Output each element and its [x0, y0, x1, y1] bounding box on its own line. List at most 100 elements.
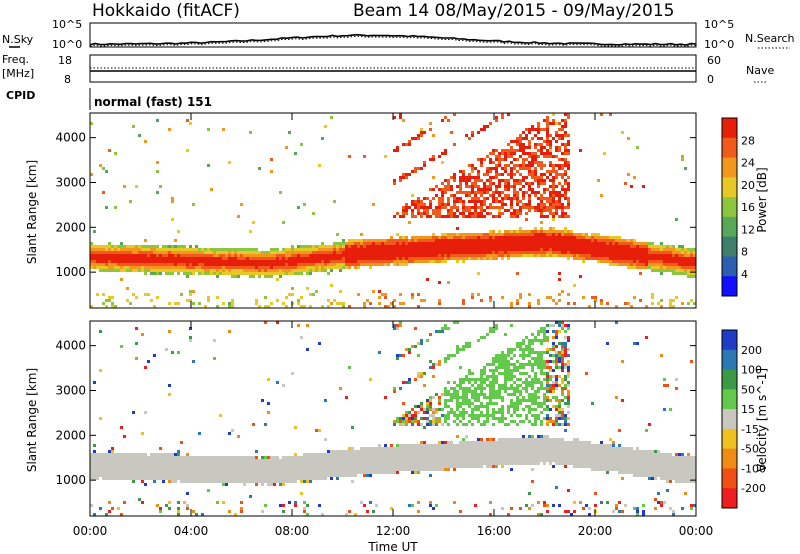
- heatmap-cell: [597, 248, 600, 251]
- heatmap-cell: [450, 393, 453, 396]
- heatmap-cell: [90, 122, 93, 125]
- heatmap-cell: [381, 462, 384, 465]
- heatmap-cell: [513, 381, 516, 384]
- heatmap-cell: [654, 260, 657, 263]
- heatmap-cell: [690, 299, 693, 302]
- heatmap-cell: [522, 176, 525, 179]
- heatmap-cell: [426, 257, 429, 260]
- heatmap-cell: [552, 215, 555, 218]
- heatmap-cell: [207, 266, 210, 269]
- heatmap-cell: [519, 372, 522, 375]
- heatmap-cell: [243, 462, 246, 465]
- heatmap-cell: [180, 441, 183, 444]
- heatmap-cell: [420, 450, 423, 453]
- heatmap-cell: [423, 411, 426, 414]
- heatmap-cell: [174, 471, 177, 474]
- heatmap-cell: [477, 131, 480, 134]
- heatmap-cell: [447, 185, 450, 188]
- heatmap-cell: [657, 269, 660, 272]
- heatmap-cell: [192, 269, 195, 272]
- heatmap-cell: [240, 471, 243, 474]
- heatmap-cell: [471, 236, 474, 239]
- heatmap-cell: [414, 327, 417, 330]
- heatmap-cell: [489, 194, 492, 197]
- heatmap-cell: [357, 263, 360, 266]
- heatmap-cell: [447, 188, 450, 191]
- heatmap-cell: [663, 263, 666, 266]
- heatmap-cell: [690, 266, 693, 269]
- heatmap-cell: [102, 459, 105, 462]
- heatmap-cell: [129, 251, 132, 254]
- heatmap-cell: [285, 471, 288, 474]
- heatmap-cell: [345, 471, 348, 474]
- heatmap-cell: [498, 179, 501, 182]
- heatmap-cell: [312, 465, 315, 468]
- heatmap-cell: [423, 239, 426, 242]
- heatmap-cell: [453, 239, 456, 242]
- heatmap-cell: [276, 474, 279, 477]
- heatmap-cell: [552, 227, 555, 230]
- heatmap-cell: [150, 459, 153, 462]
- heatmap-cell: [138, 254, 141, 257]
- heatmap-cell: [543, 203, 546, 206]
- heatmap-cell: [144, 257, 147, 260]
- heatmap-cell: [219, 260, 222, 263]
- heatmap-cell: [627, 248, 630, 251]
- heatmap-cell: [501, 251, 504, 254]
- heatmap-cell: [447, 257, 450, 260]
- heatmap-cell: [495, 378, 498, 381]
- heatmap-cell: [282, 480, 285, 483]
- heatmap-cell: [648, 248, 651, 251]
- heatmap-cell: [504, 233, 507, 236]
- heatmap-cell: [426, 408, 429, 411]
- heatmap-cell: [417, 453, 420, 456]
- heatmap-cell: [591, 245, 594, 248]
- heatmap-cell: [678, 251, 681, 254]
- heatmap-cell: [282, 477, 285, 480]
- heatmap-cell: [186, 251, 189, 254]
- heatmap-cell: [456, 257, 459, 260]
- heatmap-cell: [435, 215, 438, 218]
- heatmap-cell: [660, 254, 663, 257]
- heatmap-cell: [237, 462, 240, 465]
- heatmap-cell: [192, 257, 195, 260]
- heatmap-cell: [588, 236, 591, 239]
- heatmap-cell: [165, 248, 168, 251]
- heatmap-cell: [393, 453, 396, 456]
- heatmap-cell: [513, 363, 516, 366]
- heatmap-cell: [195, 474, 198, 477]
- heatmap-cell: [417, 405, 420, 408]
- heatmap-cell: [417, 251, 420, 254]
- heatmap-cell: [657, 248, 660, 251]
- heatmap-cell: [321, 269, 324, 272]
- heatmap-cell: [168, 480, 171, 483]
- heatmap-cell: [522, 242, 525, 245]
- heatmap-cell: [399, 302, 402, 305]
- heatmap-cell: [483, 203, 486, 206]
- heatmap-cell: [105, 266, 108, 269]
- heatmap-cell: [360, 233, 363, 236]
- heatmap-cell: [543, 248, 546, 251]
- heatmap-cell: [138, 462, 141, 465]
- heatmap-cell: [564, 170, 567, 173]
- heatmap-cell: [171, 257, 174, 260]
- heatmap-cell: [189, 293, 192, 296]
- heatmap-cell: [621, 239, 624, 242]
- heatmap-cell: [135, 260, 138, 263]
- heatmap-cell: [306, 251, 309, 254]
- heatmap-cell: [117, 266, 120, 269]
- heatmap-cell: [549, 242, 552, 245]
- heatmap-cell: [291, 248, 294, 251]
- heatmap-cell: [477, 170, 480, 173]
- heatmap-cell: [393, 245, 396, 248]
- heatmap-cell: [600, 239, 603, 242]
- heatmap-cell: [447, 236, 450, 239]
- heatmap-cell: [129, 471, 132, 474]
- heatmap-cell: [219, 257, 222, 260]
- heatmap-cell: [381, 471, 384, 474]
- heatmap-cell: [489, 257, 492, 260]
- heatmap-cell: [420, 254, 423, 257]
- heatmap-cell: [480, 411, 483, 414]
